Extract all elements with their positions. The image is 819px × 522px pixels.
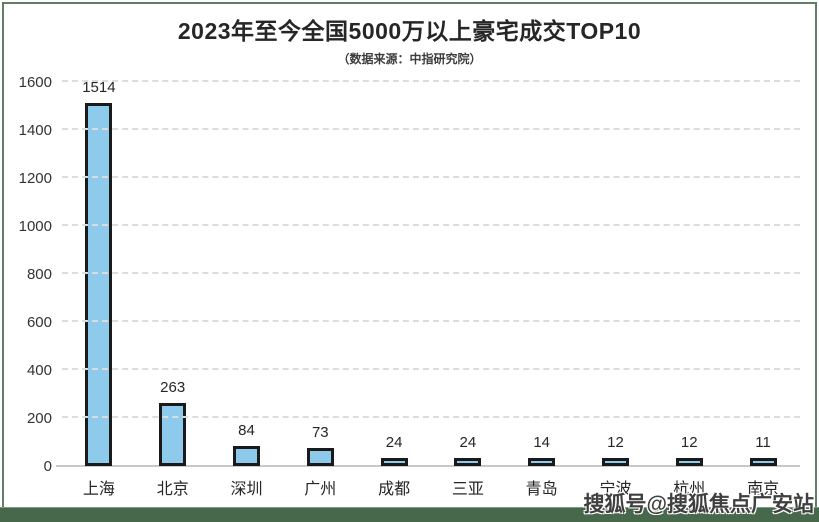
bar-slot: 12 宁波 bbox=[579, 82, 653, 498]
gridline bbox=[62, 320, 800, 322]
bar-slot: 11 南京 bbox=[726, 82, 800, 498]
gridline bbox=[62, 416, 800, 418]
category-label: 宁波 bbox=[599, 481, 632, 498]
y-tick-label: 600 bbox=[26, 314, 52, 331]
category-label: 青岛 bbox=[525, 481, 558, 498]
bar-slot: 1514 上海 bbox=[62, 79, 136, 498]
bar-slot: 14 青岛 bbox=[505, 82, 579, 498]
y-tick-label: 1200 bbox=[18, 170, 52, 187]
bar-value-label: 1514 bbox=[82, 79, 116, 96]
bar-slot: 263 北京 bbox=[136, 82, 210, 498]
chart-title: 2023年至今全国5000万以上豪宅成交TOP10 bbox=[177, 18, 642, 44]
chart-subtitle: （数据来源：中指研究院） bbox=[337, 52, 482, 66]
chart-header: 2023年至今全国5000万以上豪宅成交TOP10 （数据来源：中指研究院） bbox=[0, 0, 819, 67]
category-label: 深圳 bbox=[230, 481, 263, 498]
bar-value-label: 263 bbox=[160, 379, 186, 396]
y-tick-label: 200 bbox=[26, 410, 52, 427]
y-tick-label: 400 bbox=[26, 362, 52, 379]
watermark-text: 搜狐号@搜狐焦点广安站 bbox=[583, 493, 814, 516]
bar bbox=[675, 458, 703, 466]
bar-slot: 12 杭州 bbox=[652, 82, 726, 498]
y-tick-label: 1400 bbox=[18, 122, 52, 139]
y-tick-label: 0 bbox=[43, 458, 52, 475]
gridline bbox=[62, 368, 800, 370]
y-tick-label: 1000 bbox=[18, 218, 52, 235]
y-axis-labels: 0 200 400 600 800 1000 1200 1400 1600 bbox=[0, 74, 52, 475]
bar bbox=[528, 458, 556, 466]
gridline bbox=[62, 80, 800, 82]
x-axis-line bbox=[56, 465, 800, 467]
bar bbox=[85, 103, 113, 466]
bar-value-label: 24 bbox=[459, 434, 477, 451]
y-tick-label: 1600 bbox=[18, 74, 52, 91]
bar bbox=[749, 458, 777, 466]
bar bbox=[232, 446, 260, 466]
bar-value-label: 24 bbox=[385, 434, 403, 451]
plot-area: 1514 上海 263 北京 84 深圳 73 广州 24 成都 24 三亚 14 青岛 12 宁波 12 杭州 1… bbox=[56, 79, 800, 498]
bar bbox=[306, 448, 334, 466]
gridline bbox=[62, 272, 800, 274]
bar bbox=[159, 403, 187, 466]
category-label: 南京 bbox=[747, 481, 780, 498]
bar-slot: 24 成都 bbox=[357, 82, 431, 498]
gridline bbox=[62, 128, 800, 130]
category-label: 成都 bbox=[378, 481, 411, 498]
category-label: 上海 bbox=[82, 481, 115, 498]
bars-row: 1514 上海 263 北京 84 深圳 73 广州 24 成都 24 三亚 14 青岛 12 宁波 12 杭州 1… bbox=[62, 79, 800, 498]
bar-value-label: 14 bbox=[533, 434, 551, 451]
bar-slot: 73 广州 bbox=[283, 82, 357, 498]
y-tick-label: 800 bbox=[26, 266, 52, 283]
category-label: 北京 bbox=[156, 481, 189, 498]
gridline bbox=[62, 176, 800, 178]
bar-value-label: 73 bbox=[311, 424, 329, 441]
bar-value-label: 84 bbox=[238, 422, 255, 439]
bar-slot: 24 三亚 bbox=[431, 82, 505, 498]
bar bbox=[380, 458, 408, 466]
category-label: 三亚 bbox=[451, 481, 484, 498]
bar bbox=[454, 458, 482, 466]
bar-value-label: 12 bbox=[607, 434, 624, 451]
gridline bbox=[62, 224, 800, 226]
category-label: 广州 bbox=[304, 481, 337, 498]
bar bbox=[601, 458, 629, 466]
bar-value-label: 11 bbox=[755, 434, 771, 451]
bar-value-label: 12 bbox=[680, 434, 698, 451]
bar-slot: 84 深圳 bbox=[210, 82, 284, 498]
category-label: 杭州 bbox=[673, 481, 706, 498]
